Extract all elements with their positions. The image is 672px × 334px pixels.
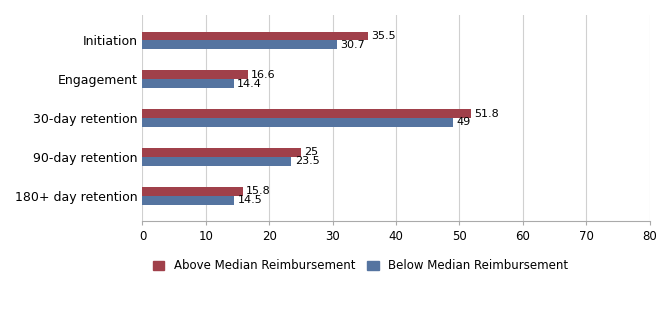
Text: 30.7: 30.7 — [340, 40, 365, 50]
Text: 49: 49 — [456, 118, 470, 128]
Legend: Above Median Reimbursement, Below Median Reimbursement: Above Median Reimbursement, Below Median… — [148, 255, 573, 277]
Bar — [142, 40, 337, 49]
Text: 15.8: 15.8 — [246, 186, 271, 196]
Bar — [142, 118, 453, 127]
Bar — [142, 79, 234, 88]
Text: 23.5: 23.5 — [294, 156, 319, 166]
Bar — [142, 148, 301, 157]
Bar — [142, 109, 471, 118]
Text: 16.6: 16.6 — [251, 70, 276, 80]
Text: 14.5: 14.5 — [238, 195, 262, 205]
Bar — [142, 70, 248, 79]
Bar — [142, 196, 235, 204]
Text: 51.8: 51.8 — [474, 109, 499, 119]
Bar — [142, 157, 292, 166]
Text: 25: 25 — [304, 147, 319, 157]
Bar — [142, 187, 243, 196]
Text: 35.5: 35.5 — [371, 31, 395, 41]
Bar — [142, 31, 368, 40]
Text: 14.4: 14.4 — [237, 78, 262, 89]
